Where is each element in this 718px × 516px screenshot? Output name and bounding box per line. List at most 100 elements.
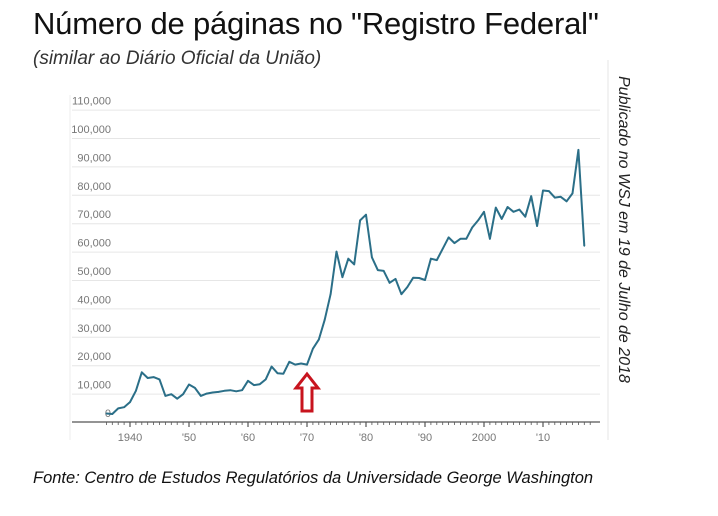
data-point xyxy=(559,195,562,198)
data-point xyxy=(123,406,125,409)
y-tick-label: 110,000 xyxy=(72,96,111,108)
data-point xyxy=(312,347,314,350)
publication-note: Publicado no WSJ em 19 de Julho de 2018 xyxy=(615,76,632,383)
data-point xyxy=(353,263,356,266)
data-point xyxy=(542,189,544,192)
data-point xyxy=(247,380,249,382)
data-point xyxy=(400,293,403,296)
data-point xyxy=(436,259,438,261)
x-tick-label: 1940 xyxy=(118,432,142,444)
data-point xyxy=(500,218,503,220)
data-point xyxy=(264,378,267,381)
x-tick-label: '80 xyxy=(359,432,373,444)
data-point xyxy=(235,390,237,393)
data-point xyxy=(188,383,190,386)
data-point xyxy=(441,247,444,250)
data-point xyxy=(141,371,143,374)
y-tick-label: 80,000 xyxy=(77,181,111,193)
y-tick-label: 10,000 xyxy=(77,380,111,392)
data-point xyxy=(477,219,479,222)
chart-title: Número de páginas no "Registro Federal" xyxy=(33,6,599,41)
arrow-up-icon xyxy=(292,371,322,413)
data-point xyxy=(329,293,332,296)
data-point xyxy=(200,395,202,397)
data-point xyxy=(471,226,474,229)
x-tick-label: '50 xyxy=(182,432,196,444)
data-point xyxy=(211,391,214,394)
data-point xyxy=(424,279,426,281)
data-point xyxy=(347,257,350,260)
y-tick-label: 20,000 xyxy=(77,351,111,363)
data-point xyxy=(158,378,161,381)
data-point xyxy=(259,383,261,386)
data-point xyxy=(365,213,367,216)
data-point xyxy=(565,200,568,203)
source-note: Fonte: Centro de Estudos Regulatórios da… xyxy=(33,469,594,487)
data-point xyxy=(300,362,302,365)
data-point xyxy=(359,219,361,222)
data-point xyxy=(282,372,285,375)
data-point xyxy=(288,360,291,363)
data-point xyxy=(518,208,521,211)
data-point xyxy=(554,196,556,199)
data-point xyxy=(164,395,167,397)
data-point xyxy=(371,256,373,259)
data-point xyxy=(512,211,515,213)
data-point xyxy=(536,225,538,227)
y-tick-label: 40,000 xyxy=(77,294,111,306)
data-point xyxy=(276,372,279,374)
data-point xyxy=(323,318,326,321)
data-point xyxy=(459,238,462,240)
data-point xyxy=(217,391,220,393)
data-point xyxy=(571,192,574,195)
x-tick-label: '70 xyxy=(300,432,314,444)
data-point xyxy=(129,401,131,403)
data-point xyxy=(105,412,108,415)
data-point xyxy=(241,389,243,391)
data-point xyxy=(530,195,532,198)
data-point xyxy=(117,407,119,410)
x-tick-label: '10 xyxy=(536,432,550,444)
data-point xyxy=(223,389,226,392)
data-point xyxy=(182,393,184,395)
chart-subtitle: (similar ao Diário Oficial da União) xyxy=(33,48,322,69)
data-point xyxy=(377,269,379,271)
data-point xyxy=(524,215,527,218)
x-tick-label: 2000 xyxy=(472,432,496,444)
data-point xyxy=(506,206,509,208)
y-tick-label: 50,000 xyxy=(77,266,111,278)
data-point xyxy=(341,276,344,278)
data-point xyxy=(270,365,273,368)
data-point xyxy=(418,277,420,279)
y-tick-label: 30,000 xyxy=(77,323,111,335)
data-point xyxy=(229,389,232,391)
data-point xyxy=(146,377,149,379)
x-tick-label: '90 xyxy=(418,432,432,444)
data-point xyxy=(465,238,468,240)
data-point xyxy=(306,363,308,366)
data-point xyxy=(205,392,208,395)
y-tick-label: 100,000 xyxy=(71,124,111,136)
data-point xyxy=(483,211,485,213)
data-point xyxy=(382,270,385,272)
data-point xyxy=(495,206,497,209)
data-point xyxy=(111,413,114,415)
data-point xyxy=(406,286,409,288)
data-point xyxy=(548,190,550,192)
data-point xyxy=(388,282,391,284)
data-point xyxy=(135,389,137,392)
data-point xyxy=(577,149,580,151)
data-point xyxy=(152,376,155,378)
data-point xyxy=(294,363,297,366)
y-tick-label: 90,000 xyxy=(77,152,111,164)
data-point xyxy=(335,250,338,253)
data-point xyxy=(253,384,255,386)
series-line-pages xyxy=(106,148,586,415)
y-tick-label: 60,000 xyxy=(77,238,111,250)
data-point xyxy=(489,238,491,240)
x-tick-label: '60 xyxy=(241,432,255,444)
data-point xyxy=(583,245,586,247)
data-point xyxy=(318,338,320,341)
